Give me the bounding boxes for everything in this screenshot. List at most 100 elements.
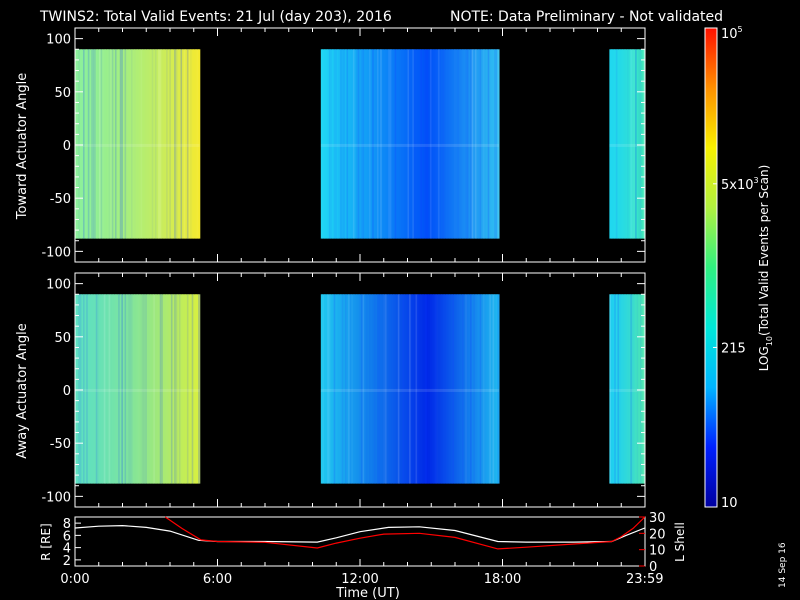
- heat-column: [135, 49, 138, 239]
- heat-column: [79, 294, 82, 484]
- heat-column: [92, 294, 95, 484]
- heat-column: [635, 294, 638, 484]
- heat-column: [407, 49, 410, 239]
- heat-column: [118, 49, 121, 239]
- heat-column: [412, 49, 415, 239]
- heat-column: [388, 294, 391, 484]
- heat-column: [623, 294, 627, 484]
- ytick-label: 100: [46, 33, 71, 48]
- heat-column: [142, 294, 145, 484]
- heat-column: [368, 294, 372, 484]
- heat-column: [486, 49, 489, 239]
- heat-column: [404, 294, 407, 484]
- heat-column: [397, 49, 401, 239]
- heat-column: [418, 49, 421, 239]
- heat-column: [98, 294, 102, 484]
- heat-column: [182, 49, 185, 239]
- heat-column: [356, 294, 359, 484]
- heat-column: [622, 294, 625, 484]
- heat-column: [151, 294, 154, 484]
- heat-column: [421, 294, 425, 484]
- heat-column: [463, 294, 466, 484]
- heat-column: [460, 294, 463, 484]
- heat-column: [401, 49, 404, 239]
- colorbar-tick-label: 5x103: [721, 176, 759, 193]
- ytick-label: 100: [46, 278, 71, 293]
- heat-column: [643, 49, 646, 239]
- heat-column: [612, 294, 615, 484]
- heat-column: [397, 294, 401, 484]
- heat-column: [457, 49, 460, 239]
- heat-column: [417, 49, 420, 239]
- heat-column: [409, 294, 412, 484]
- heat-column: [172, 49, 175, 239]
- heat-column: [385, 49, 388, 239]
- heat-column: [137, 49, 140, 239]
- heat-column: [153, 294, 156, 484]
- heat-column: [174, 294, 177, 484]
- heat-column: [423, 294, 426, 484]
- heat-column: [421, 49, 425, 239]
- heat-column: [617, 49, 620, 239]
- heat-column: [389, 49, 393, 239]
- heat-column: [81, 294, 84, 484]
- heat-column: [631, 49, 635, 239]
- heat-column: [343, 49, 346, 239]
- heat-column: [365, 294, 368, 484]
- heat-column: [354, 49, 357, 239]
- heat-column: [418, 294, 421, 484]
- heat-column: [470, 294, 473, 484]
- heat-column: [351, 49, 354, 239]
- heat-column: [194, 49, 198, 239]
- heat-column: [146, 49, 150, 239]
- heat-column: [344, 294, 348, 484]
- heat-column: [455, 49, 458, 239]
- heat-column: [436, 49, 439, 239]
- heat-column: [474, 294, 478, 484]
- heat-column: [450, 294, 453, 484]
- heat-column: [471, 294, 474, 484]
- orbit-ytick-left-label: 4: [63, 542, 71, 557]
- orbit-ytick-left-label: 2: [63, 554, 71, 569]
- heat-column: [186, 294, 190, 484]
- heat-column: [452, 49, 455, 239]
- heat-column: [426, 294, 429, 484]
- heat-column: [420, 294, 423, 484]
- heat-column: [332, 294, 335, 484]
- heat-column: [324, 49, 327, 239]
- heat-column: [628, 49, 631, 239]
- heat-column: [399, 49, 402, 239]
- heat-column: [641, 49, 644, 239]
- heat-column: [349, 294, 352, 484]
- heat-column: [75, 294, 78, 484]
- heat-column: [121, 49, 124, 239]
- orbit-ytick-left-label: 8: [63, 517, 71, 532]
- heat-column: [322, 294, 325, 484]
- heat-column: [100, 49, 103, 239]
- heat-column: [346, 49, 349, 239]
- heat-column: [333, 49, 336, 239]
- heat-column: [413, 294, 417, 484]
- heat-column: [336, 49, 340, 239]
- heat-column: [497, 294, 500, 484]
- heat-column: [95, 49, 98, 239]
- heat-column: [349, 49, 352, 239]
- heat-column: [360, 49, 364, 239]
- heatmap-toward: [75, 28, 646, 262]
- heat-column: [447, 49, 450, 239]
- heat-column: [612, 49, 615, 239]
- heat-column: [431, 49, 434, 239]
- heat-column: [140, 49, 143, 239]
- heat-column: [129, 49, 132, 239]
- heat-column: [84, 49, 87, 239]
- heat-column: [127, 294, 130, 484]
- heat-column: [135, 294, 138, 484]
- heat-column: [481, 49, 484, 239]
- away-angle-ylabel: Away Actuator Angle: [15, 323, 30, 458]
- heat-column: [447, 294, 450, 484]
- heat-column: [454, 49, 457, 239]
- heat-column: [405, 294, 409, 484]
- heat-column: [478, 49, 481, 239]
- heat-column: [439, 294, 442, 484]
- heat-column: [364, 294, 367, 484]
